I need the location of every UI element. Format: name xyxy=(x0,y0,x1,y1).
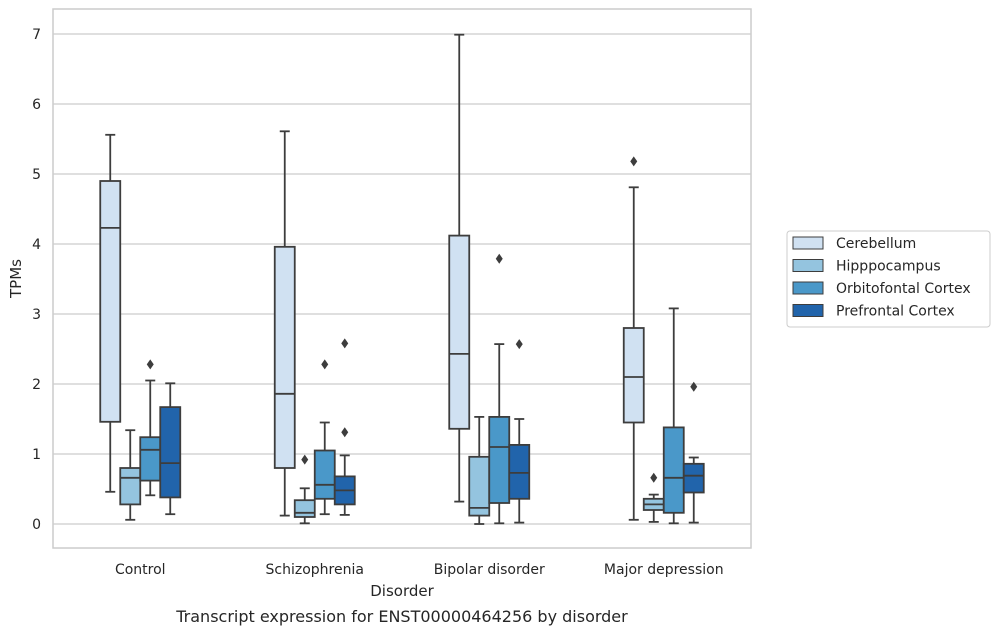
box-plot xyxy=(99,133,122,493)
box-plot xyxy=(488,253,511,525)
x-tick-label: Control xyxy=(115,562,166,578)
legend-label: Prefrontal Cortex xyxy=(836,304,955,320)
y-tick-label: 0 xyxy=(32,517,41,533)
box-plot xyxy=(159,382,182,516)
box-plot xyxy=(468,415,491,525)
box-plot xyxy=(313,359,336,516)
outlier-point xyxy=(341,338,349,349)
box-iqr xyxy=(488,415,511,504)
box-plot xyxy=(682,381,705,524)
y-tick-labels: 0 1 2 3 4 5 6 7 xyxy=(32,27,41,533)
x-tick-label: Bipolar disorder xyxy=(434,562,545,578)
legend-frame xyxy=(786,230,991,328)
plot-frame xyxy=(52,8,752,549)
category-group xyxy=(622,156,705,525)
outlier-point xyxy=(650,472,658,483)
box-plot xyxy=(333,338,356,516)
x-tick-label: Major depression xyxy=(604,562,724,578)
box-iqr xyxy=(273,245,296,469)
legend-item: Prefrontal Cortex xyxy=(792,304,955,320)
outlier-point xyxy=(630,156,638,167)
box-iqr xyxy=(662,426,685,514)
legend-label: Orbitofontal Cortex xyxy=(836,281,971,297)
x-tick-labels: Control Schizophrenia Bipolar disorder Majo… xyxy=(115,562,724,578)
box-iqr xyxy=(448,234,471,430)
category-group xyxy=(99,133,182,521)
box-iqr xyxy=(139,436,162,482)
box-iqr xyxy=(622,327,645,424)
box-iqr xyxy=(468,455,491,517)
box-plot xyxy=(273,130,296,517)
legend-label: Cerebellum xyxy=(836,236,916,252)
outlier-point xyxy=(495,253,503,264)
outlier-point xyxy=(341,427,349,438)
box-plot xyxy=(622,156,645,521)
box-plot xyxy=(293,454,316,525)
legend: Cerebellum Hipppocampus Orbitofontal Corte… xyxy=(786,230,991,328)
category-group xyxy=(448,33,531,525)
y-tick-label: 6 xyxy=(32,97,41,113)
category-group xyxy=(273,130,356,525)
x-axis-title: Disorder xyxy=(370,582,434,600)
box-iqr xyxy=(159,406,182,499)
box-plot xyxy=(508,339,531,524)
legend-swatch xyxy=(792,281,824,295)
box-iqr xyxy=(508,443,531,500)
y-tick-label: 4 xyxy=(32,237,41,253)
box-plot xyxy=(642,472,665,523)
y-tick-label: 3 xyxy=(32,307,41,323)
y-tick-label: 7 xyxy=(32,27,41,43)
chart-caption: Transcript expression for ENST0000046425… xyxy=(175,607,628,626)
legend-swatch xyxy=(792,259,824,272)
legend-label: Hipppocampus xyxy=(836,259,941,275)
y-tick-label: 2 xyxy=(32,377,41,393)
y-tick-label: 5 xyxy=(32,167,41,183)
box-iqr xyxy=(313,449,336,500)
y-axis-title: TPMs xyxy=(7,259,25,299)
box-plots xyxy=(99,33,705,525)
box-iqr xyxy=(293,499,316,518)
outlier-point xyxy=(515,339,523,350)
box-plot xyxy=(662,307,685,525)
y-tick-label: 1 xyxy=(32,447,41,463)
legend-item: Hipppocampus xyxy=(792,259,941,275)
box-plot xyxy=(139,359,162,497)
outlier-point xyxy=(690,381,698,392)
outlier-point xyxy=(146,359,154,370)
box-iqr xyxy=(119,467,142,506)
legend-item: Cerebellum xyxy=(792,236,916,252)
box-iqr xyxy=(682,462,705,494)
box-plot xyxy=(448,33,471,503)
outlier-point xyxy=(301,454,309,465)
legend-item: Orbitofontal Cortex xyxy=(792,281,971,297)
legend-swatch xyxy=(792,236,824,250)
box-iqr xyxy=(99,180,122,423)
outlier-point xyxy=(321,359,329,370)
x-tick-label: Schizophrenia xyxy=(266,562,364,578)
legend-swatch xyxy=(792,304,824,317)
box-plot xyxy=(119,429,142,521)
